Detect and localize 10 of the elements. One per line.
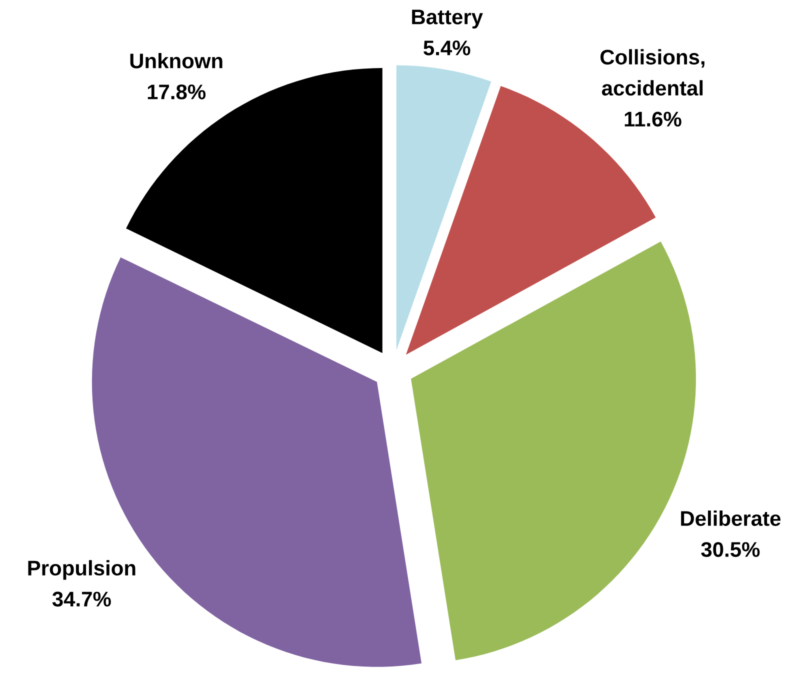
slice-label: Propulsion	[28, 560, 136, 580]
data-label: 30.5%	[701, 542, 760, 557]
data-label: 34.7%	[52, 592, 111, 607]
slice-label: Collisions, accidental	[600, 49, 704, 96]
data-label: 5.4%	[424, 40, 470, 56]
slice-label: Deliberate	[681, 510, 780, 526]
slice-label: Battery	[412, 10, 483, 29]
data-label: 11.6%	[624, 112, 682, 127]
data-label: 17.8%	[148, 84, 206, 100]
slice-label: Unknown	[130, 52, 222, 68]
